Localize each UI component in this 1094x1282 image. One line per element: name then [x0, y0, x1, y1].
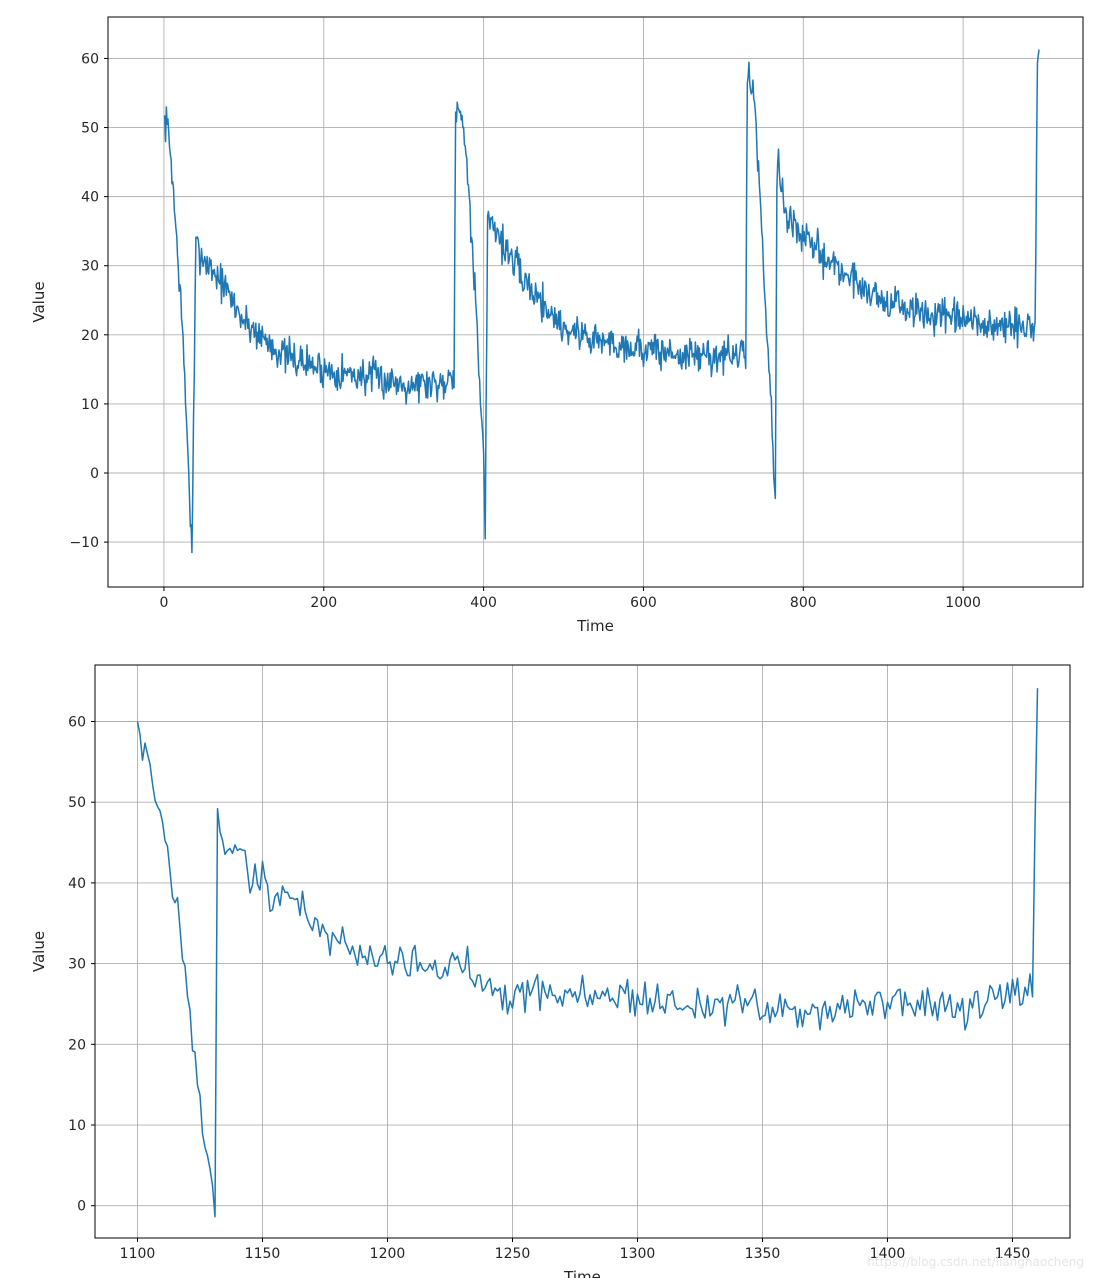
x-tick-label: 1350 — [745, 1246, 781, 1262]
x-tick-label: 1250 — [495, 1246, 531, 1262]
x-tick-label: 1000 — [945, 595, 981, 611]
x-tick-label: 600 — [630, 595, 657, 611]
x-ticks-top: 0 200 400 600 800 1000 — [159, 587, 981, 611]
y-tick-label: 30 — [81, 259, 99, 275]
watermark-text: https://blog.csdn.net/lianghaocheng — [867, 1255, 1084, 1269]
y-tick-label: 50 — [81, 121, 99, 137]
x-ticks-bottom: 1100 1150 1200 1250 1300 1350 1400 1450 — [120, 1238, 1031, 1262]
y-tick-label: 10 — [68, 1118, 86, 1134]
y-tick-label: 10 — [81, 397, 99, 413]
y-tick-label: 20 — [68, 1037, 86, 1053]
x-axis-label: Time — [563, 1268, 601, 1278]
y-axis-label: Value — [30, 931, 48, 972]
chart-top-svg: 0 200 400 600 800 1000 −10 0 10 20 30 40 50 60 Time Val… — [30, 16, 1084, 635]
x-axis-label: Time — [576, 617, 614, 635]
y-tick-label: 50 — [68, 795, 86, 811]
series-line-top — [163, 49, 1040, 554]
x-tick-label: 1450 — [995, 1246, 1031, 1262]
chart-top: 0 200 400 600 800 1000 −10 0 10 20 30 40 50 60 Time Val… — [30, 16, 1084, 635]
chart-bottom-svg: 1100 1150 1200 1250 1300 1350 1400 1450 0 10 20 30 4… — [30, 664, 1071, 1282]
y-tick-label: −10 — [69, 535, 99, 551]
y-ticks-top: −10 0 10 20 30 40 50 60 — [69, 51, 108, 551]
y-tick-label: 30 — [68, 957, 86, 973]
y-tick-label: 0 — [90, 466, 99, 482]
x-tick-label: 1200 — [370, 1246, 406, 1262]
y-tick-label: 20 — [81, 328, 99, 344]
plot-frame-bottom — [94, 664, 1071, 1239]
y-tick-label: 40 — [68, 876, 86, 892]
y-ticks-bottom: 0 10 20 30 40 50 60 — [68, 714, 95, 1215]
y-tick-label: 40 — [81, 190, 99, 206]
x-tick-label: 1150 — [245, 1246, 281, 1262]
y-tick-label: 60 — [81, 51, 99, 67]
y-tick-label: 60 — [68, 714, 86, 730]
series-line-bottom — [136, 688, 1039, 1218]
x-tick-label: 200 — [310, 595, 337, 611]
grid-bottom — [95, 665, 1070, 1238]
x-tick-label: 800 — [790, 595, 817, 611]
grid-top — [108, 17, 1083, 587]
x-tick-label: 1300 — [620, 1246, 656, 1262]
x-tick-label: 1400 — [870, 1246, 906, 1262]
plot-frame-top — [107, 16, 1084, 588]
x-tick-label: 400 — [470, 595, 497, 611]
y-tick-label: 0 — [77, 1199, 86, 1215]
x-tick-label: 1100 — [120, 1246, 156, 1262]
y-axis-label: Value — [30, 281, 48, 322]
chart-bottom: 1100 1150 1200 1250 1300 1350 1400 1450 0 10 20 30 4… — [0, 645, 1094, 1282]
x-tick-label: 0 — [159, 595, 168, 611]
